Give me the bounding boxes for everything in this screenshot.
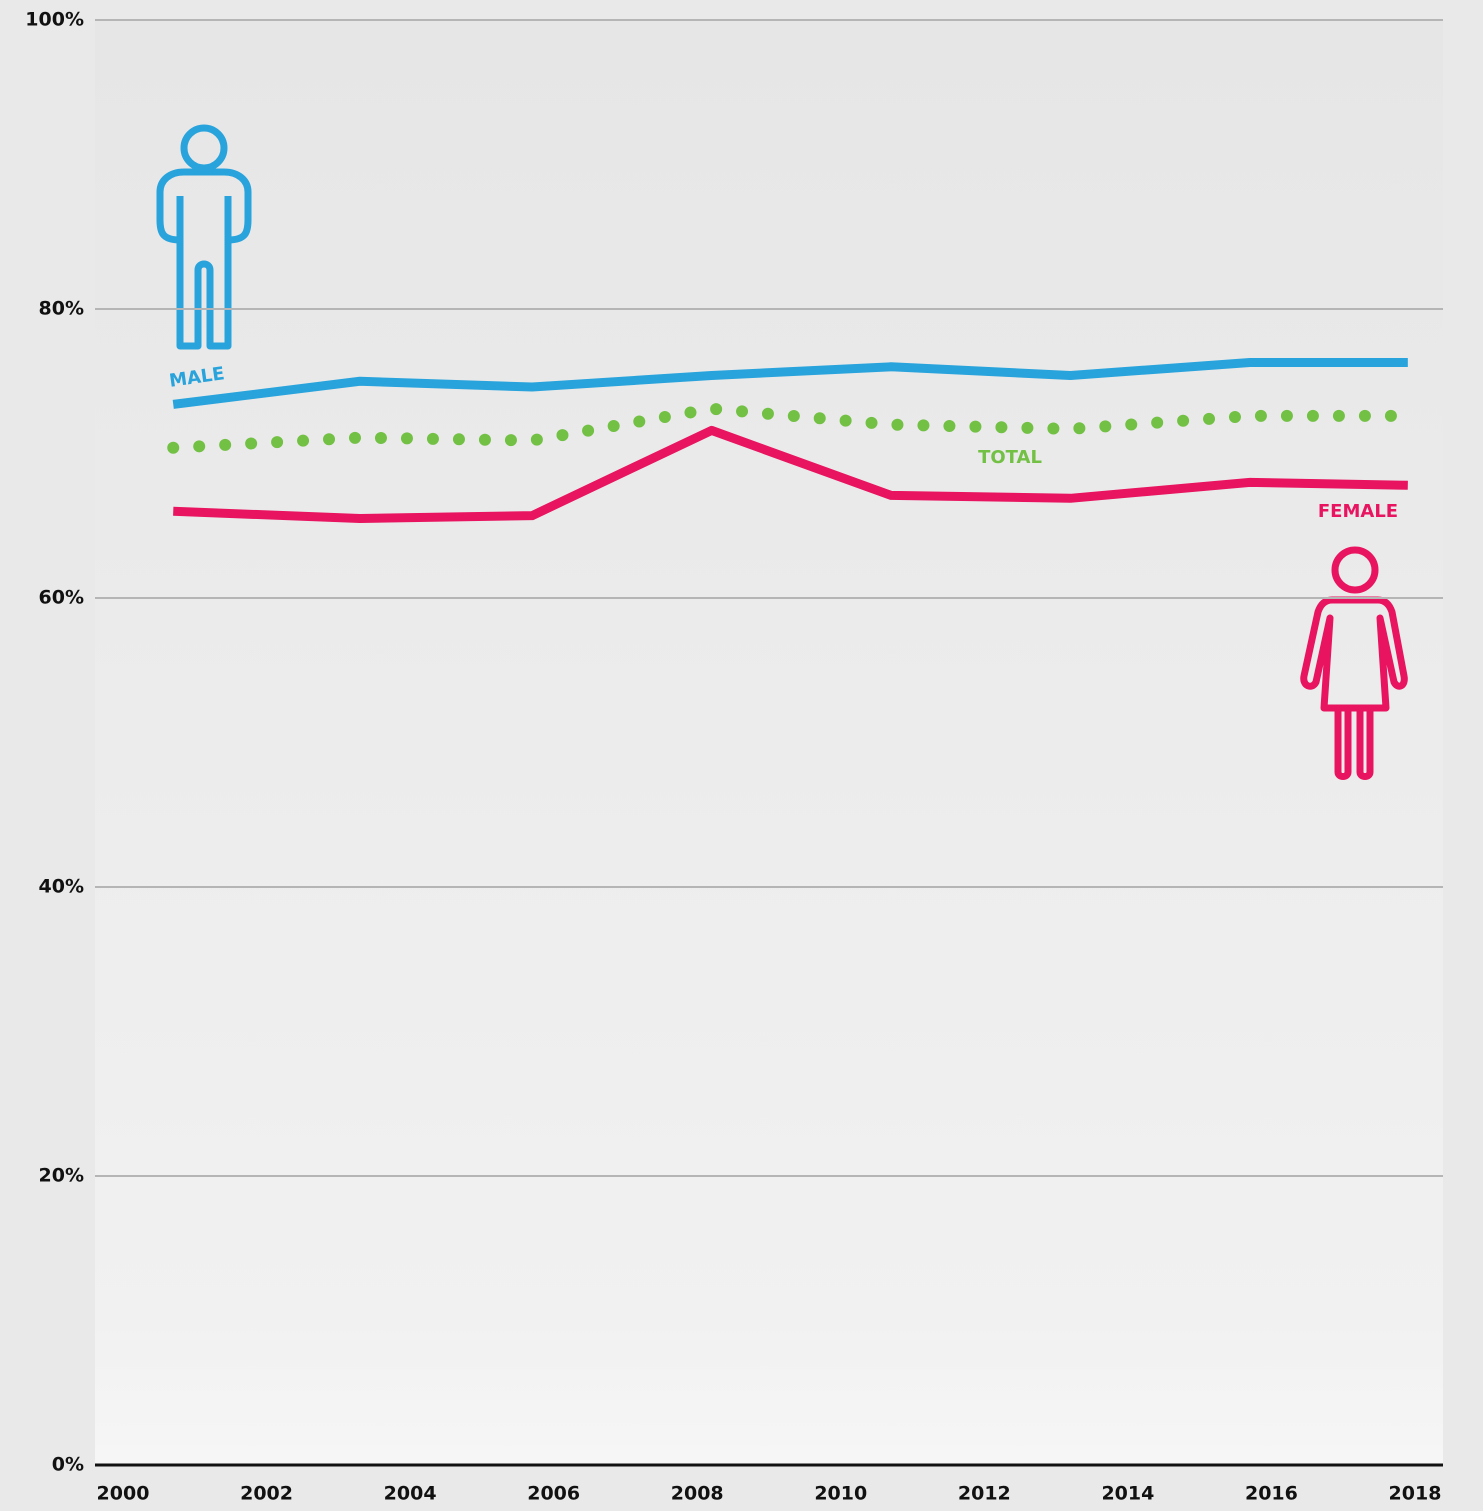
plot-area [95,20,1443,1465]
x-tick-label: 2014 [1101,1483,1154,1505]
x-tick-label: 2002 [240,1483,293,1505]
y-tick-label: 40% [39,876,84,898]
y-tick-label: 20% [39,1165,84,1187]
chart: 0% 20% 40% 60% 80% 100% 2000 2002 2004 2006 2008 20… [0,0,1483,1511]
x-tick-label: 2010 [814,1483,867,1505]
x-tick-label: 2004 [384,1483,437,1505]
x-tick-label: 2000 [97,1483,150,1505]
y-tick-label: 60% [39,587,84,609]
x-tick-label: 2006 [527,1483,580,1505]
y-tick-label: 0% [52,1454,84,1476]
x-tick-label: 2012 [958,1483,1011,1505]
y-tick-label: 100% [25,9,84,31]
y-tick-label: 80% [39,298,84,320]
x-tick-label: 2008 [671,1483,724,1505]
x-tick-label: 2016 [1245,1483,1298,1505]
series-label: FEMALE [1318,501,1398,522]
x-tick-label: 2018 [1389,1483,1442,1505]
series-label: TOTAL [978,447,1042,468]
